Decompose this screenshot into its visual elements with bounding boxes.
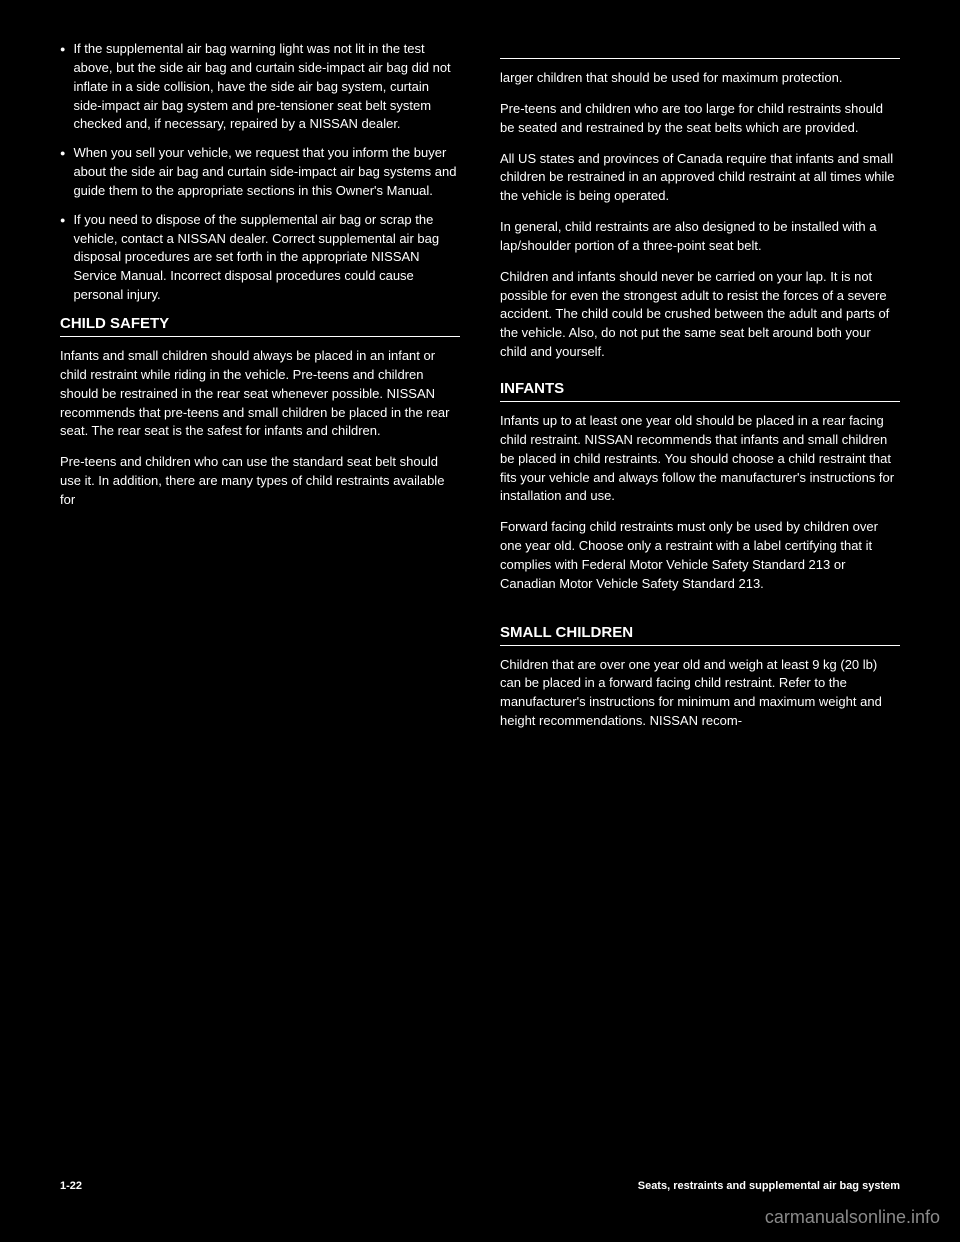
body-paragraph: Children and infants should never be car… bbox=[500, 268, 900, 362]
body-paragraph: larger children that should be used for … bbox=[500, 69, 900, 88]
section-rule bbox=[500, 645, 900, 646]
page-footer: 1-22 Seats, restraints and supplemental … bbox=[60, 1180, 900, 1192]
section-heading: SMALL CHILDREN bbox=[500, 624, 900, 641]
body-paragraph: Pre-teens and children who are too large… bbox=[500, 100, 900, 138]
section-rule bbox=[60, 336, 460, 337]
section-label: Seats, restraints and supplemental air b… bbox=[638, 1180, 900, 1192]
body-paragraph: Forward facing child restraints must onl… bbox=[500, 518, 900, 593]
bullet-text: If you need to dispose of the supplement… bbox=[73, 211, 460, 305]
section-infants: INFANTS Infants up to at least one year … bbox=[500, 380, 900, 606]
bullet-text: When you sell your vehicle, we request t… bbox=[73, 144, 460, 201]
section-rule bbox=[500, 58, 900, 59]
section-rule bbox=[500, 401, 900, 402]
list-item: When you sell your vehicle, we request t… bbox=[60, 144, 460, 201]
left-column: If the supplemental air bag warning ligh… bbox=[60, 40, 460, 1140]
section-child-safety: CHILD SAFETY Infants and small children … bbox=[60, 315, 460, 522]
body-paragraph: Pre-teens and children who can use the s… bbox=[60, 453, 460, 510]
body-paragraph: Infants up to at least one year old shou… bbox=[500, 412, 900, 506]
list-item: If you need to dispose of the supplement… bbox=[60, 211, 460, 305]
section-heading: CHILD SAFETY bbox=[60, 315, 460, 332]
page-content: If the supplemental air bag warning ligh… bbox=[60, 40, 900, 1140]
continuation-block: larger children that should be used for … bbox=[500, 40, 900, 374]
page-number: 1-22 bbox=[60, 1180, 82, 1192]
body-paragraph: Infants and small children should always… bbox=[60, 347, 460, 441]
bullet-text: If the supplemental air bag warning ligh… bbox=[73, 40, 460, 134]
section-small-children: SMALL CHILDREN Children that are over on… bbox=[500, 624, 900, 743]
section-heading: INFANTS bbox=[500, 380, 900, 397]
right-column: larger children that should be used for … bbox=[500, 40, 900, 1140]
list-item: If the supplemental air bag warning ligh… bbox=[60, 40, 460, 134]
body-paragraph: In general, child restraints are also de… bbox=[500, 218, 900, 256]
body-paragraph: All US states and provinces of Canada re… bbox=[500, 150, 900, 207]
body-paragraph: Children that are over one year old and … bbox=[500, 656, 900, 731]
watermark: carmanualsonline.info bbox=[765, 1207, 940, 1228]
